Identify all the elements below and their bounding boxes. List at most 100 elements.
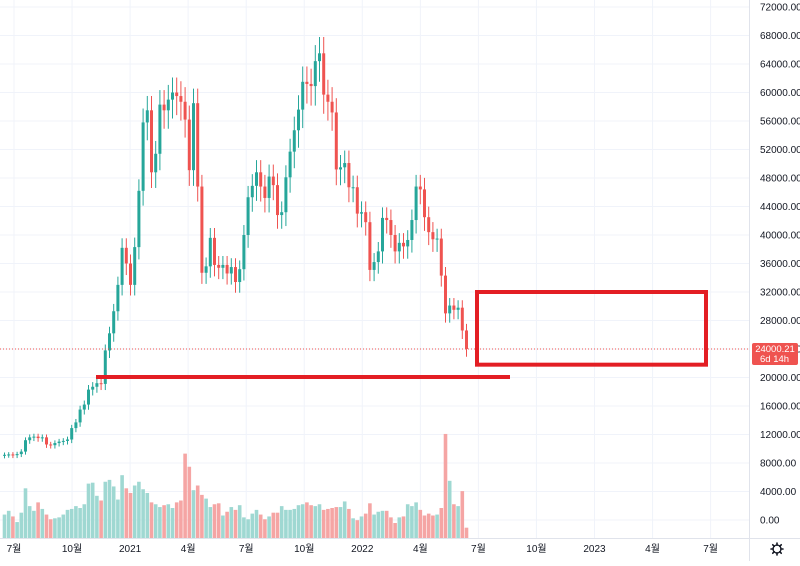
x-tick-label: 4월 — [645, 543, 660, 555]
candle-body — [162, 104, 166, 111]
volume-bar — [414, 502, 418, 538]
x-tick-label: 7월 — [239, 543, 254, 555]
gear-tooth — [771, 550, 776, 555]
candle-body — [45, 437, 48, 445]
volume-bar — [116, 499, 120, 538]
candle-body — [326, 94, 330, 102]
candle-body — [175, 92, 179, 97]
volume-bar — [103, 481, 108, 538]
volume-bar — [74, 506, 78, 538]
price-candles — [3, 36, 468, 459]
volume-bar — [300, 504, 305, 538]
volume-bar — [258, 514, 263, 538]
price-axis[interactable]: 72000.00 68000.00 64000.00 60000.00 56000.00… — [760, 3, 800, 527]
time-axis[interactable]: 7월 10월 2021 4월 7월 10월 2022 4월 7월 10월 2023 4월 7월 — [7, 543, 718, 555]
x-tick-label: 2021 — [119, 544, 142, 555]
volume-bar — [174, 502, 179, 538]
volume-bar — [208, 507, 213, 538]
y-tick-label: 60000.00 — [760, 88, 800, 99]
candle-body — [24, 440, 27, 452]
candle-body — [322, 53, 326, 95]
candle-body — [129, 263, 132, 285]
candle-body — [192, 103, 195, 171]
x-tick-label: 7월 — [471, 543, 486, 555]
volume-bar — [456, 506, 460, 538]
volume-bar — [183, 453, 187, 538]
candle-body — [3, 454, 6, 456]
y-tick-label: 48000.00 — [760, 174, 800, 185]
candle-body — [208, 237, 212, 267]
volume-bar — [452, 504, 456, 538]
volume-bar — [212, 504, 217, 538]
candle-body — [229, 267, 233, 274]
volume-bar — [162, 505, 166, 538]
volume-bar — [90, 482, 95, 538]
volume-bar — [342, 501, 347, 538]
volume-bar — [158, 507, 162, 538]
volume-bar — [435, 514, 439, 538]
volume-bar — [351, 518, 355, 538]
candle-body — [364, 212, 368, 223]
candle-body — [99, 383, 103, 385]
volume-bar — [61, 514, 66, 538]
candle-body — [28, 437, 32, 441]
volume-bar — [2, 514, 7, 538]
candle-body — [460, 307, 464, 331]
candle-body — [250, 185, 254, 198]
candle-body — [292, 130, 296, 152]
candle-body — [381, 217, 384, 252]
candle-body — [108, 333, 111, 351]
y-tick-label: 56000.00 — [760, 117, 800, 128]
candle-body — [255, 172, 258, 186]
volume-bar — [246, 519, 250, 538]
volume-bar — [426, 513, 431, 538]
candle-body — [267, 176, 271, 198]
volume-bar — [271, 512, 276, 538]
volume-bar — [397, 517, 402, 538]
volume-bar — [422, 515, 427, 538]
volume-bar — [132, 485, 137, 538]
candle-body — [213, 237, 216, 265]
candle-body — [200, 186, 204, 273]
candle-body — [309, 83, 313, 87]
volume-bar — [86, 483, 91, 538]
volume-bar — [216, 503, 221, 538]
volume-bar — [124, 488, 129, 538]
volume-bar — [95, 495, 99, 538]
y-tick-label: 52000.00 — [760, 145, 800, 156]
candle-body — [133, 247, 137, 285]
y-tick-label: 4000.00 — [760, 487, 797, 498]
candle-body — [19, 451, 23, 455]
volume-bars — [2, 433, 469, 538]
volume-bar — [380, 510, 385, 538]
candle-body — [183, 101, 187, 120]
volume-bar — [330, 508, 334, 538]
y-tick-label: 72000.00 — [760, 3, 800, 14]
candle-body — [313, 61, 317, 87]
candle-body — [423, 189, 426, 218]
y-tick-label: 44000.00 — [760, 202, 800, 213]
volume-bar — [250, 513, 255, 538]
x-tick-label: 10월 — [294, 543, 314, 555]
volume-bar — [6, 510, 11, 538]
volume-bar — [460, 491, 465, 538]
volume-bar — [254, 509, 259, 538]
volume-bar — [128, 493, 133, 538]
candle-body — [288, 151, 292, 178]
candle-body — [66, 439, 69, 441]
candle-body — [372, 262, 376, 270]
volume-bar — [389, 517, 393, 538]
candle-body — [360, 212, 363, 214]
gear-icon[interactable] — [770, 542, 784, 556]
volume-bar — [225, 511, 229, 538]
volume-bar — [78, 508, 82, 538]
volume-bar — [111, 486, 116, 538]
candle-body — [11, 454, 15, 456]
volume-bar — [338, 507, 343, 538]
volume-bar — [242, 517, 246, 538]
x-tick-label: 7월 — [703, 543, 718, 555]
target-zone-box[interactable] — [475, 290, 708, 367]
candle-body — [158, 104, 162, 154]
